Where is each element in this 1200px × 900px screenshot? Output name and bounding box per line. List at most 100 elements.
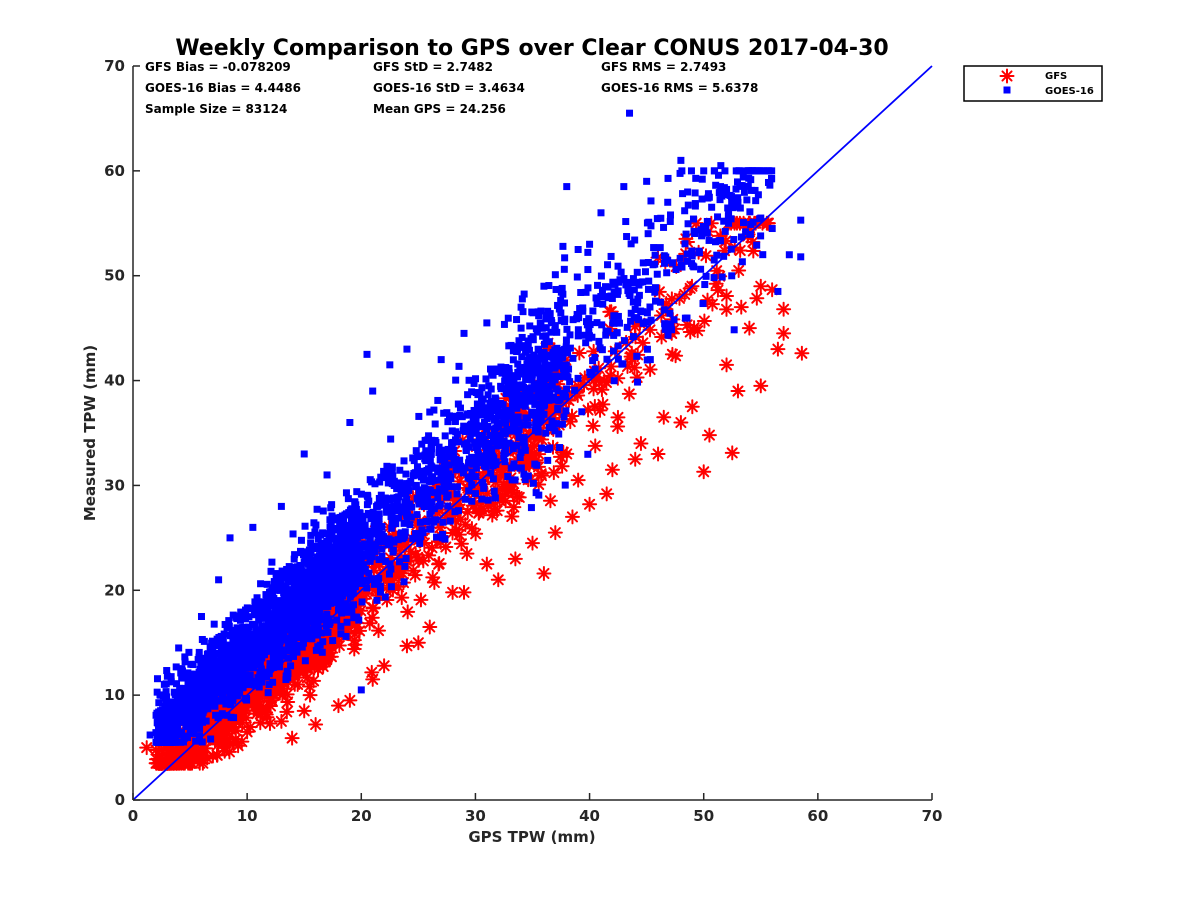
goes16-point xyxy=(523,360,531,368)
goes16-point xyxy=(421,451,429,459)
goes16-point xyxy=(306,554,314,562)
y-axis-label: Measured TPW (mm) xyxy=(81,345,99,521)
gfs-point xyxy=(216,740,232,756)
goes16-point xyxy=(415,488,423,496)
goes16-point xyxy=(307,571,315,579)
goes16-point xyxy=(330,525,338,533)
goes16-point xyxy=(201,683,209,691)
goes16-point xyxy=(507,464,515,472)
goes16-point xyxy=(546,361,554,369)
goes16-point xyxy=(267,627,275,635)
goes16-point xyxy=(523,342,531,350)
goes16-point xyxy=(472,464,480,472)
goes16-point xyxy=(374,515,382,523)
goes16-point xyxy=(382,557,390,565)
stat-text: GFS Bias = -0.078209 xyxy=(145,60,291,74)
goes16-point xyxy=(318,541,326,549)
gfs-point xyxy=(365,600,381,616)
goes16-point xyxy=(434,396,442,404)
goes16-point xyxy=(497,363,505,371)
goes16-point xyxy=(627,240,635,248)
goes16-point xyxy=(445,453,453,461)
goes16-point xyxy=(647,316,655,324)
goes16-point xyxy=(469,460,477,468)
goes16-point xyxy=(520,434,528,442)
x-tick-label: 20 xyxy=(351,807,372,825)
goes16-point xyxy=(172,714,180,722)
goes16-point xyxy=(528,411,536,419)
goes16-point xyxy=(328,571,336,579)
goes16-point xyxy=(551,427,559,435)
goes16-point xyxy=(472,421,480,429)
goes16-point xyxy=(737,233,745,241)
goes16-point xyxy=(168,729,176,737)
goes16-point xyxy=(455,465,463,473)
gfs-point xyxy=(310,661,326,677)
goes16-point xyxy=(348,607,356,615)
goes16-point xyxy=(614,312,622,320)
goes16-point xyxy=(711,167,719,175)
goes16-point xyxy=(179,738,187,746)
goes16-point xyxy=(629,333,637,341)
goes16-point xyxy=(313,631,321,639)
goes16-point xyxy=(534,308,542,316)
y-tick-label: 70 xyxy=(104,57,125,75)
goes16-point xyxy=(555,305,563,313)
goes16-point xyxy=(715,189,723,197)
goes16-point xyxy=(418,526,426,534)
goes16-point xyxy=(345,509,353,517)
goes16-point xyxy=(195,648,203,656)
goes16-point xyxy=(627,317,635,325)
goes16-point xyxy=(535,312,543,320)
goes16-point xyxy=(413,463,421,471)
goes16-point xyxy=(408,503,416,511)
goes16-point xyxy=(276,571,284,579)
goes16-point xyxy=(766,181,774,189)
goes16-point xyxy=(261,601,269,609)
goes16-point xyxy=(500,437,508,445)
goes16-point xyxy=(432,438,440,446)
goes16-point xyxy=(346,523,354,531)
goes16-point xyxy=(743,196,751,204)
goes16-point xyxy=(346,581,354,589)
goes16-point xyxy=(223,623,231,631)
goes16-point xyxy=(436,456,444,464)
gfs-point xyxy=(394,590,410,606)
goes16-point xyxy=(604,283,612,291)
goes16-point xyxy=(282,618,290,626)
goes16-point xyxy=(683,257,691,265)
goes16-point xyxy=(166,705,174,713)
goes16-point xyxy=(639,308,647,316)
goes16-point xyxy=(156,711,164,719)
goes16-point xyxy=(704,194,712,202)
gfs-point xyxy=(696,313,712,329)
goes16-point xyxy=(472,490,480,498)
gfs-point xyxy=(262,715,278,731)
goes16-point xyxy=(198,635,206,643)
goes16-point xyxy=(242,606,250,614)
goes16-point xyxy=(629,275,637,283)
goes16-point xyxy=(276,642,284,650)
goes16-point xyxy=(515,419,523,427)
goes16-point xyxy=(384,468,392,476)
goes16-point xyxy=(195,732,203,740)
goes16-point xyxy=(426,408,434,416)
gfs-point xyxy=(690,323,706,339)
goes16-point xyxy=(535,389,543,397)
goes16-point xyxy=(501,407,509,415)
goes16-point xyxy=(351,583,359,591)
goes16-point xyxy=(296,630,304,638)
goes16-point xyxy=(564,373,572,381)
goes16-point xyxy=(422,457,430,465)
goes16-point xyxy=(700,167,708,175)
goes16-point xyxy=(166,735,174,743)
goes16-point xyxy=(509,441,517,449)
goes16-point xyxy=(378,523,386,531)
goes16-point xyxy=(530,366,538,374)
goes16-point xyxy=(426,510,434,518)
goes16-point xyxy=(213,641,221,649)
goes16-point xyxy=(375,556,383,564)
gfs-point xyxy=(399,638,415,654)
goes16-point xyxy=(294,618,302,626)
goes16-point xyxy=(188,679,196,687)
